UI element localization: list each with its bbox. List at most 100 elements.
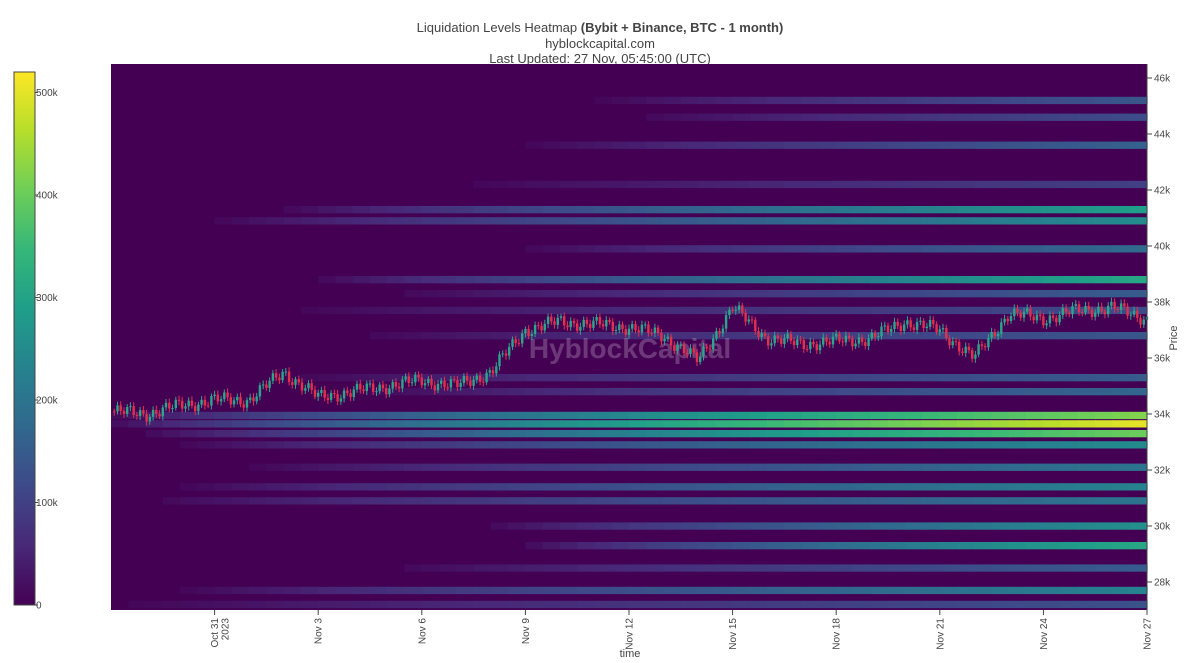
price-candle-body: [362, 389, 365, 392]
heatmap-cell: [1026, 306, 1044, 315]
heatmap-cell: [542, 245, 561, 253]
heatmap-cell: [905, 483, 924, 491]
heatmap-cell: [888, 217, 906, 225]
heatmap-cell: [145, 420, 164, 428]
heatmap-cell: [318, 586, 337, 595]
heatmap-cell: [784, 276, 803, 284]
heatmap-cell: [888, 497, 906, 505]
heatmap-cell: [732, 497, 751, 505]
heatmap-cell: [283, 420, 302, 428]
heatmap-cell: [905, 113, 924, 121]
heatmap-cell: [1095, 217, 1114, 225]
heatmap-cell: [1129, 586, 1148, 595]
heatmap-cell: [559, 290, 578, 298]
price-candle-body: [485, 372, 488, 383]
heatmap-cell: [818, 497, 837, 505]
heatmap-cell: [1129, 420, 1148, 428]
heatmap-cell: [404, 290, 423, 298]
heatmap-cell: [594, 332, 613, 340]
heatmap-cell: [1060, 600, 1079, 609]
heatmap-cell: [663, 522, 682, 530]
x-axis-tick-label: Oct 31: [210, 618, 221, 648]
price-candle-body: [158, 413, 161, 417]
heatmap-cell: [611, 483, 630, 491]
heatmap-cell: [542, 522, 561, 530]
heatmap-cell: [387, 217, 406, 225]
heatmap-cell: [698, 290, 716, 298]
heatmap-cell: [922, 332, 941, 340]
heatmap-cell: [231, 600, 250, 609]
heatmap-cell: [836, 217, 855, 225]
heatmap-cell: [888, 306, 906, 315]
price-candle-body: [491, 370, 495, 374]
heatmap-cell: [1043, 586, 1062, 595]
price-candle-body: [1009, 316, 1013, 321]
heatmap-cell: [439, 290, 457, 298]
heatmap-cell: [249, 217, 267, 225]
heatmap-cell: [818, 430, 837, 438]
heatmap-cell: [525, 245, 544, 253]
price-candle-body: [1029, 308, 1032, 317]
price-candle-body: [993, 332, 996, 337]
price-candle-body: [232, 400, 236, 405]
heatmap-cell: [300, 411, 319, 420]
price-candle-body: [151, 409, 155, 417]
heatmap-cell: [1060, 180, 1079, 189]
heatmap-cell: [594, 276, 613, 284]
price-candle-body: [576, 323, 579, 331]
price-candle-body: [990, 332, 993, 338]
heatmap-cell: [1060, 564, 1079, 572]
heatmap-cell: [197, 497, 216, 505]
heatmap-cell: [870, 600, 889, 609]
heatmap-cell: [836, 420, 855, 428]
heatmap-cell: [1077, 141, 1096, 149]
heatmap-cell: [680, 497, 699, 505]
heatmap-cell: [767, 332, 785, 340]
heatmap-cell: [1043, 483, 1062, 491]
heatmap-cell: [266, 600, 285, 609]
heatmap-cell: [749, 388, 768, 396]
heatmap-cell: [939, 206, 958, 214]
price-candle-body: [1119, 303, 1123, 310]
heatmap-cell: [525, 564, 544, 572]
heatmap-cell: [145, 411, 164, 420]
heatmap-plot-area[interactable]: HyblockCapital: [111, 64, 1149, 610]
heatmap-cell: [629, 206, 647, 214]
heatmap-cell: [957, 332, 975, 340]
heatmap-cell: [905, 542, 924, 550]
heatmap-cell: [749, 141, 768, 149]
heatmap-cell: [490, 600, 509, 609]
heatmap-cell: [680, 180, 699, 189]
heatmap-cell: [197, 411, 216, 420]
heatmap-cell: [991, 497, 1010, 505]
heatmap-cell: [577, 411, 596, 420]
heatmap-cell: [749, 586, 768, 595]
heatmap-cell: [698, 306, 716, 315]
heatmap-cell: [991, 96, 1010, 105]
heatmap-cell: [490, 441, 509, 449]
heatmap-cell: [473, 206, 492, 214]
heatmap-cell: [335, 374, 354, 382]
heatmap-cell: [784, 141, 803, 149]
price-candle-body: [462, 376, 466, 383]
heatmap-cell: [1077, 388, 1096, 396]
price-candle-body: [271, 373, 275, 381]
price-candle-body: [721, 328, 725, 334]
heatmap-cell: [922, 113, 941, 121]
heatmap-cell: [525, 332, 544, 340]
heatmap-cell: [370, 463, 388, 471]
price-candle-body: [1035, 314, 1039, 321]
heatmap-cell: [542, 586, 561, 595]
price-candle-body: [741, 305, 744, 313]
heatmap-cell: [611, 600, 630, 609]
heatmap-cell: [508, 430, 526, 438]
heatmap-cell: [370, 497, 388, 505]
heatmap-cell: [370, 276, 388, 284]
heatmap-cell: [818, 290, 837, 298]
heatmap-cell: [870, 420, 889, 428]
price-candle-body: [119, 405, 122, 411]
heatmap-cell: [594, 217, 613, 225]
heatmap-cell: [525, 180, 544, 189]
heatmap-cell: [439, 217, 457, 225]
heatmap-cell: [680, 290, 699, 298]
